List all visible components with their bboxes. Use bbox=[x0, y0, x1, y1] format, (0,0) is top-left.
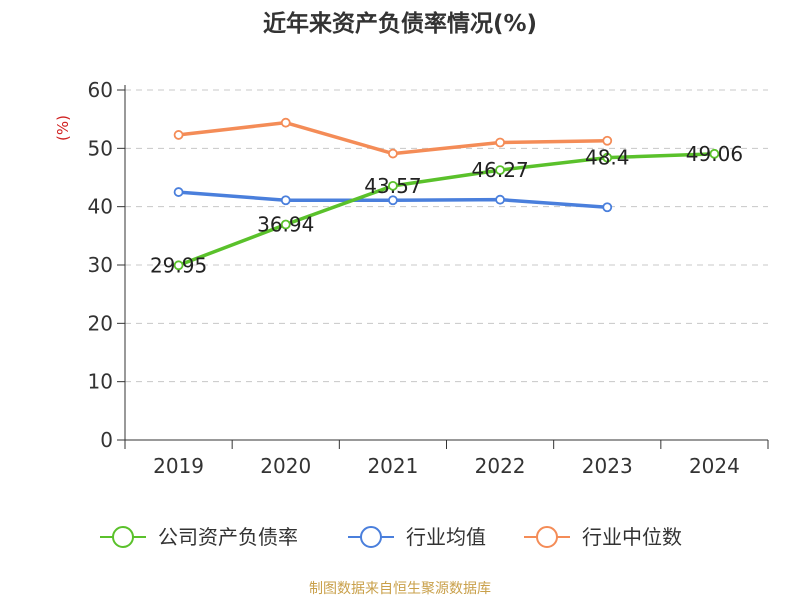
x-tick-label: 2021 bbox=[367, 454, 418, 478]
data-point bbox=[602, 135, 613, 146]
data-point bbox=[388, 195, 398, 206]
data-point bbox=[602, 202, 613, 213]
data-point bbox=[495, 194, 505, 205]
y-tick-label: 20 bbox=[88, 311, 113, 335]
chart-title: 近年来资产负债率情况(%) bbox=[262, 11, 538, 37]
data-label: 49.06 bbox=[686, 142, 743, 166]
x-tick-label: 2022 bbox=[475, 454, 526, 478]
data-point bbox=[280, 117, 291, 128]
data-point bbox=[495, 137, 505, 148]
legend-marker bbox=[360, 526, 382, 548]
data-point bbox=[173, 130, 184, 140]
data-point bbox=[173, 187, 184, 197]
y-tick-label: 50 bbox=[88, 136, 113, 160]
data-point bbox=[495, 165, 505, 175]
data-point bbox=[280, 219, 291, 230]
data-point bbox=[173, 260, 184, 271]
y-tick-label: 30 bbox=[88, 253, 113, 277]
legend-label: 行业均值 bbox=[406, 525, 486, 549]
x-tick-label: 2020 bbox=[260, 454, 311, 478]
legend-label: 行业中位数 bbox=[582, 525, 682, 549]
legend-label: 公司资产负债率 bbox=[158, 525, 298, 549]
data-point bbox=[280, 195, 291, 206]
y-tick-label: 10 bbox=[88, 370, 113, 394]
source-note: 制图数据来自恒生聚源数据库 bbox=[309, 581, 491, 597]
data-point bbox=[388, 180, 398, 191]
y-tick-label: 40 bbox=[88, 195, 113, 219]
data-label: 43.57 bbox=[364, 174, 421, 198]
legend-marker bbox=[112, 526, 134, 548]
y-tick-label: 60 bbox=[88, 78, 113, 102]
y-tick-label: 0 bbox=[100, 428, 113, 452]
series-line-0 bbox=[177, 152, 715, 267]
data-label: 48.4 bbox=[585, 146, 630, 170]
data-point bbox=[388, 148, 398, 159]
x-tick-label: 2023 bbox=[582, 454, 633, 478]
data-point bbox=[602, 152, 613, 163]
data-label: 29.95 bbox=[150, 253, 207, 277]
x-tick-label: 2019 bbox=[153, 454, 204, 478]
x-tick-label: 2024 bbox=[689, 454, 740, 478]
legend-marker bbox=[536, 526, 558, 548]
y-axis-unit: (%) bbox=[54, 115, 72, 141]
data-label: 46.27 bbox=[471, 158, 528, 182]
data-point bbox=[709, 148, 720, 159]
data-label: 36.94 bbox=[257, 213, 314, 237]
